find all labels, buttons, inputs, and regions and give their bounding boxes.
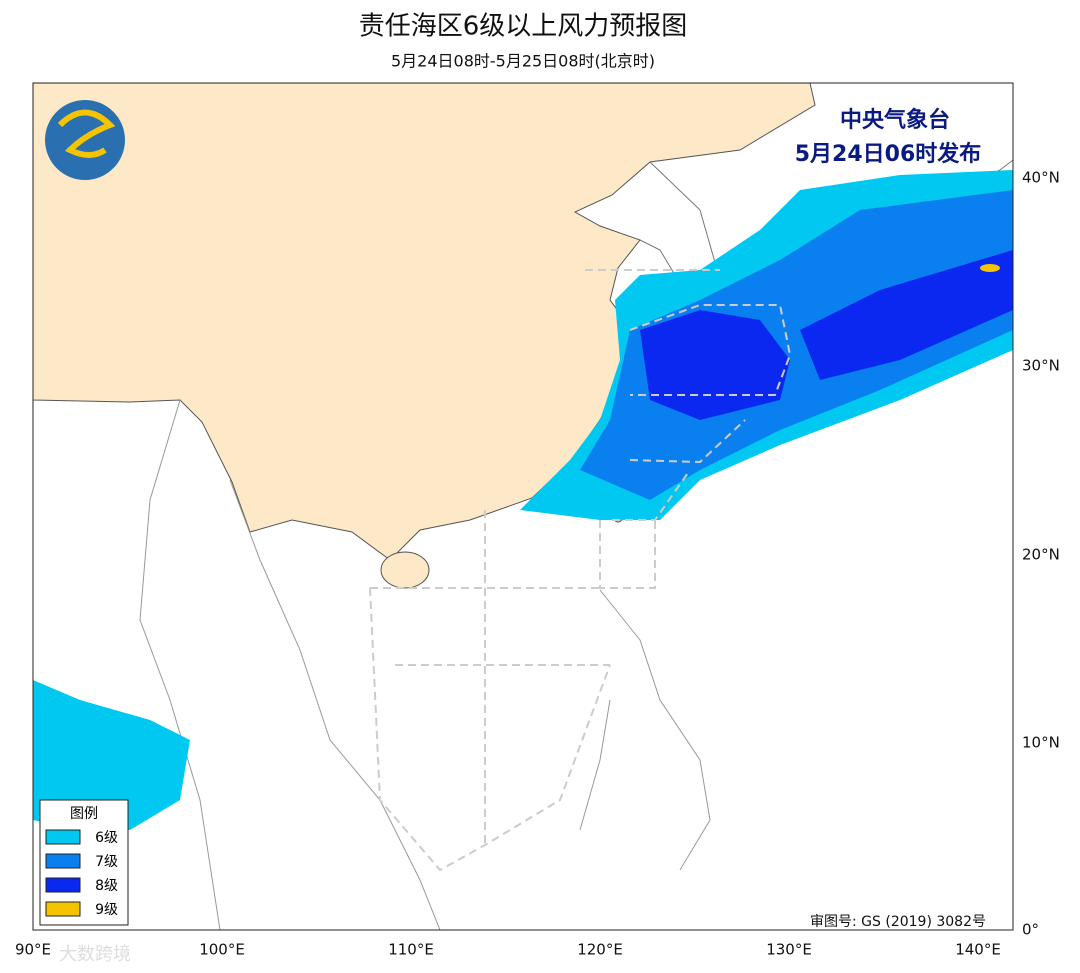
logo-mark: [57, 109, 116, 158]
issuer: 中央气象台: [840, 107, 950, 133]
lat-label: 30°N: [1022, 357, 1060, 375]
southeast-asia: [139, 399, 441, 930]
lat-label: 10°N: [1022, 734, 1060, 752]
philippines: [579, 589, 711, 871]
wind-8: [640, 310, 790, 420]
wind-7: [580, 190, 1013, 500]
legend-label: 9级: [95, 902, 118, 918]
lon-label: 110°E: [388, 941, 434, 959]
legend-swatch: [45, 829, 81, 845]
legend-swatch: [45, 877, 81, 893]
legend-swatch: [45, 901, 81, 917]
review-number: 审图号: GS (2019) 3082号: [810, 914, 986, 930]
wind-8: [800, 250, 1013, 380]
wind-6: [33, 680, 190, 830]
wind-9: [980, 264, 1000, 272]
lon-label: 130°E: [766, 941, 812, 959]
legend-label: 7级: [95, 854, 118, 870]
legend-label: 6级: [95, 830, 118, 846]
legend-label: 8级: [95, 878, 118, 894]
title: 责任海区6级以上风力预报图: [359, 12, 688, 42]
watermark: 大数跨境: [59, 944, 131, 965]
legend-title: 图例: [70, 806, 98, 822]
lon-label: 140°E: [955, 941, 1001, 959]
lat-label: 20°N: [1022, 546, 1060, 564]
hainan: [380, 551, 430, 589]
subtitle: 5月24日08时-5月25日08时(北京时): [391, 52, 655, 71]
map: [33, 83, 1013, 930]
lon-label: 100°E: [199, 941, 245, 959]
issuer-time: 5月24日06时发布: [795, 141, 982, 167]
frame: [32, 82, 1014, 931]
lon-label: 90°E: [15, 941, 51, 959]
legend: 图例 6级 7级 8级 9级: [39, 799, 129, 926]
lat-label: 0°: [1022, 921, 1039, 939]
legend-swatch: [45, 853, 81, 869]
lat-label: 40°N: [1022, 169, 1060, 187]
boundary: [369, 269, 792, 872]
lon-label: 120°E: [577, 941, 623, 959]
